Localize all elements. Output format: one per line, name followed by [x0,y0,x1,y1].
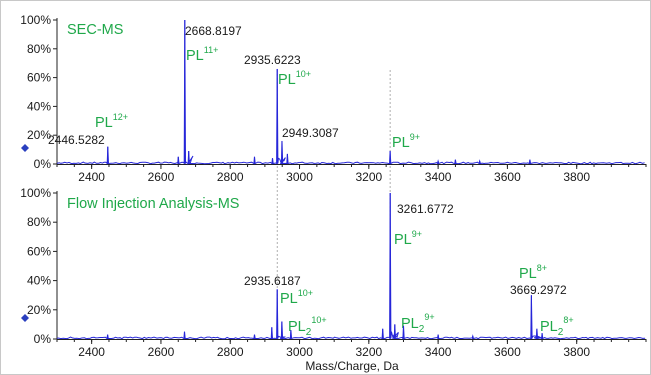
x-tick-label: 3200 [355,345,382,359]
y-tick-label: 40% [27,99,51,113]
peak-mz-label: 2935.6223 [244,53,301,67]
x-tick-label: 3200 [355,170,382,184]
x-axis-title: Mass/Charge, Da [305,359,399,373]
peak-mz-label: 2668.8197 [185,24,242,38]
fia-ms-title: Flow Injection Analysis-MS [67,196,239,212]
sec-ms-scale-marker [21,144,29,152]
ion-charge-label: PL10+ [278,69,311,88]
sec-ms-ion-labels: PL12+ PL11+ PL10+ PL9+ [95,45,420,151]
x-tick-label: 3000 [286,170,313,184]
ion-charge-label: PL8+ [519,263,547,282]
ion-charge-label: PL12+ [95,112,128,131]
sec-ms-axes [56,18,646,165]
x-tick-label: 2400 [78,170,105,184]
fia-ms-axes [56,191,646,340]
x-tick-label: 2600 [148,170,175,184]
sec-ms-panel: 0% 20% 40% 60% 80% 100% 2400 2600 2800 3000 3200 3… [20,13,647,184]
ion-charge-label: PL28+ [540,315,574,338]
x-tick-label: 3800 [563,170,590,184]
y-tick-label: 0% [34,157,52,171]
x-tick-label: 2400 [78,345,105,359]
y-tick-label: 0% [34,332,52,346]
y-tick-label: 60% [27,71,51,85]
y-tick-label: 100% [20,186,51,200]
fia-ms-x-axis: 2400 2600 2800 3000 3200 3400 3600 3800 [56,339,647,359]
y-tick-label: 80% [27,215,51,229]
peak-mz-label: 2935.6187 [244,274,301,288]
x-tick-label: 2800 [217,170,244,184]
sec-ms-peak-labels: 2446.5282 2668.8197 2935.6223 2949.3087 [48,24,339,147]
peak-mz-label: 3669.2972 [510,283,567,297]
x-tick-label: 3800 [563,345,590,359]
x-tick-label: 2600 [148,345,175,359]
fia-ms-ion-labels: PL10+ PL210+ PL9+ PL29+ PL8+ PL28+ [280,229,574,338]
sec-ms-y-axis: 0% 20% 40% 60% 80% 100% [20,13,57,171]
sec-ms-x-axis: 2400 2600 2800 3000 3200 3400 3600 3800 [56,164,647,184]
fia-ms-y-axis: 0% 20% 40% 60% 80% 100% [20,186,57,346]
x-tick-label: 3000 [286,345,313,359]
y-tick-label: 80% [27,42,51,56]
y-tick-label: 100% [20,13,51,27]
sec-ms-title: SEC-MS [67,22,123,38]
peak-mz-label: 2446.5282 [48,133,105,147]
y-tick-label: 20% [27,128,51,142]
x-tick-label: 3400 [425,170,452,184]
x-tick-label: 3600 [494,170,521,184]
ion-charge-label: PL9+ [394,229,422,248]
fia-ms-peak-labels: 2935.6187 3261.6772 3669.2972 [244,202,567,297]
x-tick-label: 3600 [494,345,521,359]
peak-mz-label: 3261.6772 [397,202,454,216]
peak-mz-label: 2949.3087 [282,126,339,140]
ion-charge-label: PL10+ [280,288,313,307]
ion-charge-label: PL210+ [288,315,327,338]
ion-charge-label: PL9+ [392,132,420,151]
x-tick-label: 2800 [217,345,244,359]
fia-ms-scale-marker [21,314,29,322]
x-tick-label: 3400 [425,345,452,359]
fia-ms-spectrum-line [56,192,646,340]
y-tick-label: 20% [27,303,51,317]
y-tick-label: 60% [27,244,51,258]
ion-charge-label: PL29+ [401,312,435,335]
y-tick-label: 40% [27,274,51,288]
fia-ms-panel: 0% 20% 40% 60% 80% 100% 2400 2600 2800 3000 3200 3… [20,186,647,373]
sec-ms-spectrum-line [56,19,645,166]
ion-charge-label: PL11+ [186,45,218,64]
